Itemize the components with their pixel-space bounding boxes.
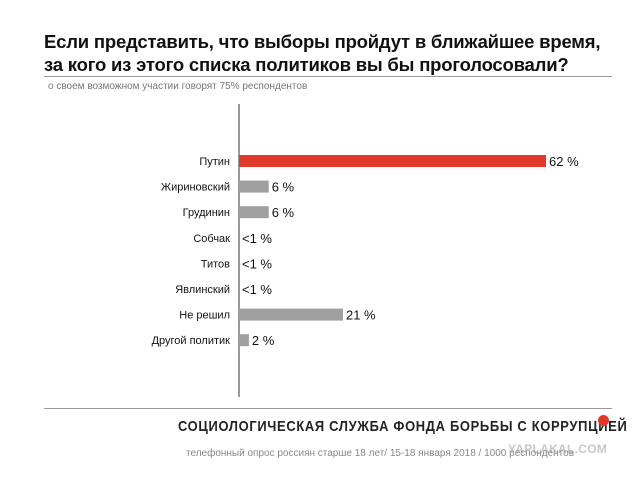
chart-subtitle: о своем возможном участии говорят 75% ре… [48,81,308,92]
value-label: 2 % [252,333,275,348]
footer-dot [598,415,609,426]
category-label: Не решил [179,310,230,322]
category-label: Другой политик [152,335,231,347]
value-label: 6 % [272,180,295,195]
category-label: Путин [199,156,230,168]
bar [239,334,249,347]
footer-note: телефонный опрос россиян старше 18 лет/ … [186,448,575,459]
chart-title-line-1: Если представить, что выборы пройдут в б… [44,31,601,52]
bar [239,206,269,219]
footer-organization: СОЦИОЛОГИЧЕСКАЯ СЛУЖБА ФОНДА БОРЬБЫ С КО… [178,418,628,435]
chart-title-line-2: за кого из этого списка политиков вы бы … [44,54,569,75]
value-label: <1 % [242,231,272,246]
bar-chart: Путин 62 % Жириновский 6 % Грудинин 6 % Собчак… [152,104,579,397]
category-label: Жириновский [161,182,230,194]
bar [239,308,343,321]
value-label: 6 % [272,205,295,220]
value-label: <1 % [242,282,272,297]
chart-title: Если представить, что выборы пройдут в б… [44,30,604,76]
category-label: Титов [201,258,230,270]
value-label: 21 % [346,308,376,323]
bar [239,155,546,167]
footer-divider [44,408,612,409]
category-label: Собчак [193,233,230,245]
watermark: YAPLAKAL.COM [508,442,608,456]
category-label: Явлинский [175,284,230,296]
value-label: 62 % [549,154,579,169]
title-divider [44,76,612,77]
bar [239,180,269,193]
category-label: Грудинин [183,207,230,219]
value-label: <1 % [242,256,272,271]
